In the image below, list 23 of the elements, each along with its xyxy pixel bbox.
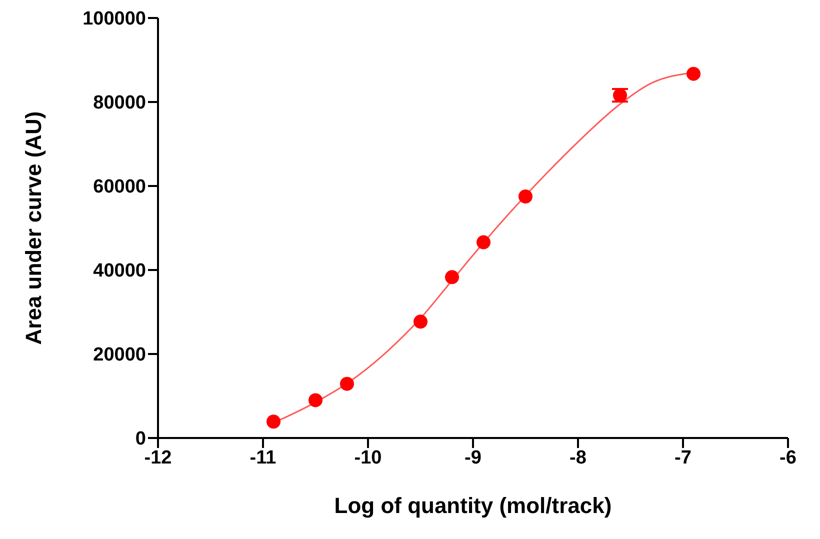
point bbox=[445, 270, 459, 284]
x-tick-label: -11 bbox=[250, 447, 277, 468]
y-tick-label: 100000 bbox=[82, 8, 146, 30]
x-tick-label: -8 bbox=[570, 447, 586, 468]
point bbox=[308, 393, 322, 408]
y-tick-label: 20000 bbox=[93, 344, 146, 366]
y-axis-title: Area under curve (AU) bbox=[20, 111, 46, 345]
point bbox=[340, 376, 354, 391]
y-tick-label: 40000 bbox=[93, 260, 146, 282]
x-tick-label: -7 bbox=[674, 447, 692, 468]
x-axis-title: Log of quantity (mol/track) bbox=[334, 493, 612, 518]
x-tick-label: -10 bbox=[354, 447, 382, 468]
point bbox=[518, 190, 532, 204]
point bbox=[266, 414, 280, 429]
point bbox=[476, 235, 490, 250]
x-tick-label: -9 bbox=[464, 447, 482, 468]
y-tick-label: 60000 bbox=[93, 176, 146, 198]
y-tick-label: 0 bbox=[135, 428, 146, 450]
x-tick-label: -6 bbox=[780, 447, 796, 468]
point bbox=[414, 314, 428, 329]
y-tick-label: 80000 bbox=[93, 92, 146, 114]
x-tick-label: -12 bbox=[144, 447, 172, 468]
point bbox=[686, 66, 700, 81]
